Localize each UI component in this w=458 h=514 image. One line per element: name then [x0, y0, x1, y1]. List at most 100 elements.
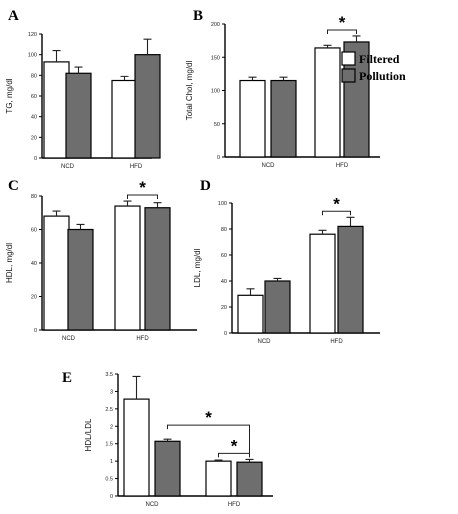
y-tick-label-c: 0: [34, 328, 37, 334]
bar-c-ncd-pollution: [67, 228, 94, 331]
y-tick-label-d: 60: [221, 253, 227, 259]
error-bar-e-ncd-filtered: [132, 375, 141, 400]
y-tick-label-e: 0.5: [105, 477, 113, 483]
bar-e-ncd-filtered: [123, 398, 150, 497]
legend-label-pollution: Pollution: [359, 69, 406, 83]
error-bar-a-ncd-filtered: [52, 49, 61, 62]
y-tick-label-a: 20: [31, 135, 37, 141]
x-tick-label-e: HFD: [228, 502, 241, 508]
x-tick-label-a: NCD: [61, 164, 75, 170]
significance-bracket-e: [218, 452, 250, 458]
error-bar-a-ncd-pollution: [74, 66, 83, 74]
y-tick-label-d: 0: [224, 331, 227, 337]
y-tick-label-d: 80: [221, 227, 227, 233]
bar-d-ncd-filtered: [237, 294, 264, 334]
error-bar-e-ncd-pollution: [163, 438, 172, 442]
x-tick-label-c: NCD: [62, 336, 76, 342]
chart-panel-d: D 0 20 40 60 80 100 LDL, mg/dl NCD HFD *: [193, 178, 380, 345]
significance-star-e-ncd-hfd: *: [205, 408, 212, 427]
error-bar-b-ncd-pollution: [279, 76, 288, 81]
y-tick-label-b: 50: [214, 122, 220, 128]
y-tick-label-e: 2.5: [105, 407, 113, 413]
y-tick-label-c: 20: [31, 295, 37, 301]
bar-a-hfd-filtered: [111, 79, 138, 159]
chart-panel-b: B 0 50 100 150 200 Total Chol, mg/dl NCD HFD *: [185, 8, 380, 169]
y-tick-label-e: 1: [110, 459, 113, 465]
bar-e-hfd-pollution: [236, 461, 263, 497]
x-tick-label-d: HFD: [330, 339, 343, 345]
bar-d-ncd-pollution: [264, 280, 291, 334]
bar-b-hfd-pollution: [343, 41, 370, 158]
y-tick-label-d: 40: [221, 279, 227, 285]
bar-e-hfd-filtered: [205, 460, 232, 497]
y-tick-label-e: 0: [110, 494, 113, 500]
significance-bracket-d: [322, 210, 351, 216]
y-tick-label-b: 0: [217, 155, 220, 161]
panel-letter-e: E: [62, 370, 72, 386]
significance-star-d: *: [333, 194, 340, 213]
chart-panel-c: C 0 20 40 60 80 HDL, mg/dl NCD HFD *: [5, 178, 197, 342]
bar-c-hfd-filtered: [114, 205, 141, 331]
y-tick-label-c: 60: [31, 228, 37, 234]
bar-c-ncd-filtered: [43, 215, 70, 331]
y-tick-label-e: 1.5: [105, 442, 113, 448]
error-bar-d-ncd-filtered: [246, 288, 255, 296]
y-tick-label-e: 3: [110, 389, 113, 395]
bar-e-ncd-pollution: [154, 440, 181, 497]
legend-swatch-filtered: [341, 51, 356, 66]
panel-letter-c: C: [8, 178, 19, 194]
chart-panel-a: A 0 20 40 60 80 100 120 TG, mg/dl NCD HFD: [5, 8, 161, 170]
significance-star-b: *: [339, 13, 346, 32]
bar-d-hfd-pollution: [337, 225, 364, 334]
legend: Filtered Pollution: [341, 51, 406, 83]
y-tick-label-e: 3.5: [105, 372, 113, 378]
bar-b-ncd-pollution: [270, 79, 297, 158]
error-bar-a-hfd-filtered: [120, 75, 129, 81]
y-tick-label-a: 0: [34, 156, 37, 162]
y-tick-label-b: 150: [211, 55, 220, 61]
error-bar-b-hfd-pollution: [352, 35, 361, 42]
y-tick-label-c: 40: [31, 261, 37, 267]
error-bar-b-hfd-filtered: [323, 44, 332, 48]
bar-d-hfd-filtered: [309, 233, 336, 334]
x-tick-label-c: HFD: [136, 336, 149, 342]
y-tick-label-d: 100: [218, 201, 227, 207]
legend-swatch-pollution: [341, 68, 356, 83]
chart-panel-e: E 0 0.5 1 1.5 2 2.5 3 3.5 HDL/LDL NCD HFD * *: [62, 370, 273, 508]
error-bar-d-hfd-pollution: [346, 216, 355, 227]
x-tick-label-e: NCD: [146, 502, 160, 508]
x-tick-label-a: HFD: [130, 164, 143, 170]
error-bar-e-hfd-pollution: [245, 458, 254, 463]
panel-letter-b: B: [193, 8, 203, 24]
bar-a-ncd-pollution: [65, 72, 92, 159]
error-bar-c-hfd-filtered: [123, 200, 132, 207]
y-tick-label-e: 2: [110, 424, 113, 430]
legend-label-filtered: Filtered: [359, 52, 400, 66]
y-tick-label-a: 80: [31, 73, 37, 79]
bar-b-ncd-filtered: [239, 79, 266, 158]
y-tick-label-a: 120: [28, 32, 37, 38]
x-tick-label-b: NCD: [262, 163, 276, 169]
significance-bracket-b: [327, 29, 357, 34]
bar-c-hfd-pollution: [144, 207, 171, 331]
error-bar-c-ncd-filtered: [52, 210, 61, 217]
significance-bracket-e-ncd-hfd: [167, 424, 250, 456]
y-axis-title-b: Total Chol, mg/dl: [185, 60, 194, 120]
error-bar-d-ncd-pollution: [273, 277, 282, 281]
error-bar-e-hfd-filtered: [214, 459, 223, 462]
significance-star-e: *: [231, 436, 238, 455]
y-axis-title-d: LDL, mg/dl: [193, 248, 202, 287]
bar-a-hfd-pollution: [134, 54, 161, 159]
y-tick-label-c: 80: [31, 194, 37, 200]
y-tick-label-b: 100: [211, 89, 220, 95]
y-tick-label-a: 40: [31, 115, 37, 121]
y-tick-label-a: 100: [28, 53, 37, 59]
panel-letter-a: A: [8, 8, 19, 24]
y-axis-title-e: HDL/LDL: [84, 418, 93, 451]
y-tick-label-d: 20: [221, 305, 227, 311]
error-bar-b-ncd-filtered: [248, 76, 257, 81]
y-axis-title-c: HDL, mg/dl: [5, 243, 14, 283]
bar-b-hfd-filtered: [314, 47, 341, 158]
error-bar-a-hfd-pollution: [143, 38, 152, 55]
